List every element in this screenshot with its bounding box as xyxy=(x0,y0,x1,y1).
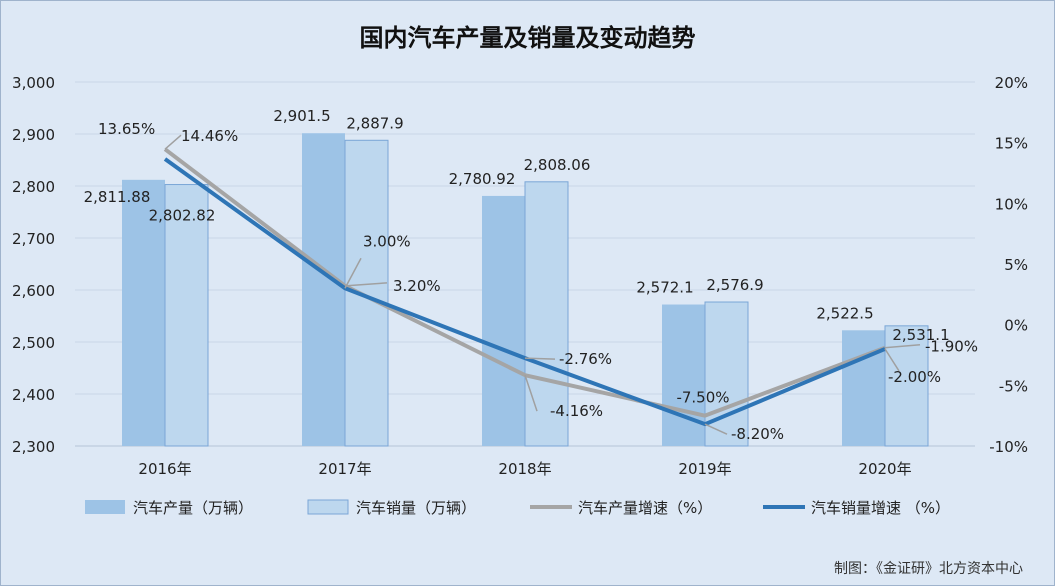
legend-label: 汽车销量（万辆） xyxy=(356,499,476,517)
sales-bar-data-label: 2,531.1 xyxy=(892,326,949,344)
production-bar-data-label: 2,522.5 xyxy=(816,304,873,322)
left-axis-tick-label: 2,800 xyxy=(12,178,55,196)
legend-swatch xyxy=(307,499,349,515)
production-growth-data-label: -1.90% xyxy=(925,338,978,356)
sales-growth-data-label-leader xyxy=(704,423,728,435)
source-note: 制图：《金证研》北方资本中心 xyxy=(834,561,1023,577)
production-growth-data-label: -4.16% xyxy=(550,402,603,420)
left-axis-tick-label: 2,600 xyxy=(12,282,55,300)
sales-growth-data-label: -2.76% xyxy=(559,350,612,368)
production-growth-data-label-leader xyxy=(524,374,538,412)
sales-bar xyxy=(524,181,569,447)
sales-bar-data-label: 2,887.9 xyxy=(346,114,403,132)
legend-label: 汽车销量增速 （%） xyxy=(811,499,950,517)
left-axis-tick-label: 2,900 xyxy=(12,126,55,144)
production-bar xyxy=(482,195,525,446)
x-axis-tick-label: 2019年 xyxy=(678,460,731,478)
left-axis-tick-label: 2,300 xyxy=(12,438,55,456)
production-bar xyxy=(302,133,345,446)
production-growth-data-label-leader xyxy=(164,134,182,150)
sales-growth-data-label: -2.00% xyxy=(888,368,941,386)
left-axis-tick-label: 2,500 xyxy=(12,334,55,352)
production-growth-data-label: 3.20% xyxy=(393,277,441,295)
production-growth-data-label-leader xyxy=(884,343,921,349)
sales-growth-data-label: 13.65% xyxy=(98,120,155,138)
right-axis-tick-label: 10% xyxy=(995,195,1028,213)
sales-growth-data-label-leader xyxy=(524,357,556,360)
right-axis-tick-label: 5% xyxy=(1004,256,1028,274)
right-axis-tick-label: 15% xyxy=(995,135,1028,153)
right-axis-tick-label: 0% xyxy=(1004,317,1028,335)
right-axis-tick-label: -5% xyxy=(999,377,1028,395)
production-growth-data-label-leader xyxy=(344,282,388,287)
production-growth-data-label: 14.46% xyxy=(181,127,238,145)
sales-bar-data-label: 2,802.82 xyxy=(149,207,216,225)
production-bar xyxy=(842,330,885,446)
production-bar xyxy=(662,304,705,446)
right-axis-tick-label: -10% xyxy=(989,438,1028,456)
production-bar-data-label: 2,901.5 xyxy=(273,107,330,125)
legend-label: 汽车产量增速（%） xyxy=(578,499,712,517)
production-bar xyxy=(122,179,165,447)
sales-growth-data-label-leader xyxy=(344,257,362,289)
sales-bar-data-label: 2,808.06 xyxy=(524,156,591,174)
x-axis-tick-label: 2020年 xyxy=(858,460,911,478)
production-bar-data-label: 2,572.1 xyxy=(636,279,693,297)
legend-swatch xyxy=(85,500,125,514)
x-axis-tick-label: 2017年 xyxy=(318,460,371,478)
legend-label: 汽车产量（万辆） xyxy=(133,499,253,517)
left-axis-tick-label: 2,700 xyxy=(12,230,55,248)
sales-growth-data-label: -8.20% xyxy=(731,425,784,443)
sales-growth-data-label: 3.00% xyxy=(363,232,411,250)
left-axis-tick-label: 3,000 xyxy=(12,74,55,92)
sales-bar xyxy=(164,184,209,447)
production-bar-data-label: 2,811.88 xyxy=(84,188,151,206)
right-axis-tick-label: 20% xyxy=(995,74,1028,92)
sales-growth-data-label-leader xyxy=(884,348,900,372)
sales-bar-data-label: 2,576.9 xyxy=(706,276,763,294)
chart-title: 国内汽车产量及销量及变动趋势 xyxy=(359,24,696,52)
x-axis-tick-label: 2016年 xyxy=(138,460,191,478)
production-bar-data-label: 2,780.92 xyxy=(449,170,516,188)
x-axis-tick-label: 2018年 xyxy=(498,460,551,478)
sales-bar xyxy=(344,139,389,447)
left-axis-tick-label: 2,400 xyxy=(12,386,55,404)
production-growth-data-label: -7.50% xyxy=(676,389,729,407)
